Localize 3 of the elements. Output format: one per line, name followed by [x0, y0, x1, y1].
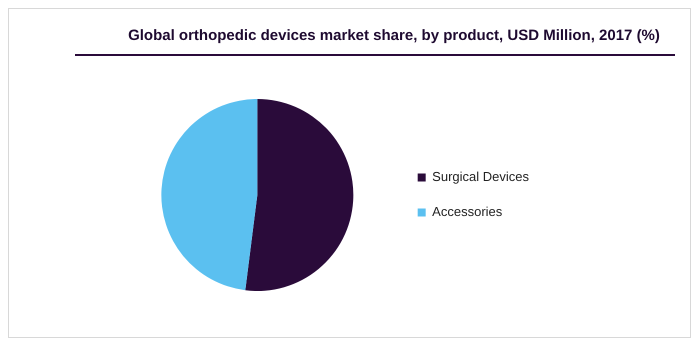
chart-title: Global orthopedic devices market share, by product, USD Million, 2017 (%) — [127, 27, 661, 44]
legend-label: Surgical Devices — [432, 169, 530, 184]
legend-label: Accessories — [432, 204, 503, 220]
